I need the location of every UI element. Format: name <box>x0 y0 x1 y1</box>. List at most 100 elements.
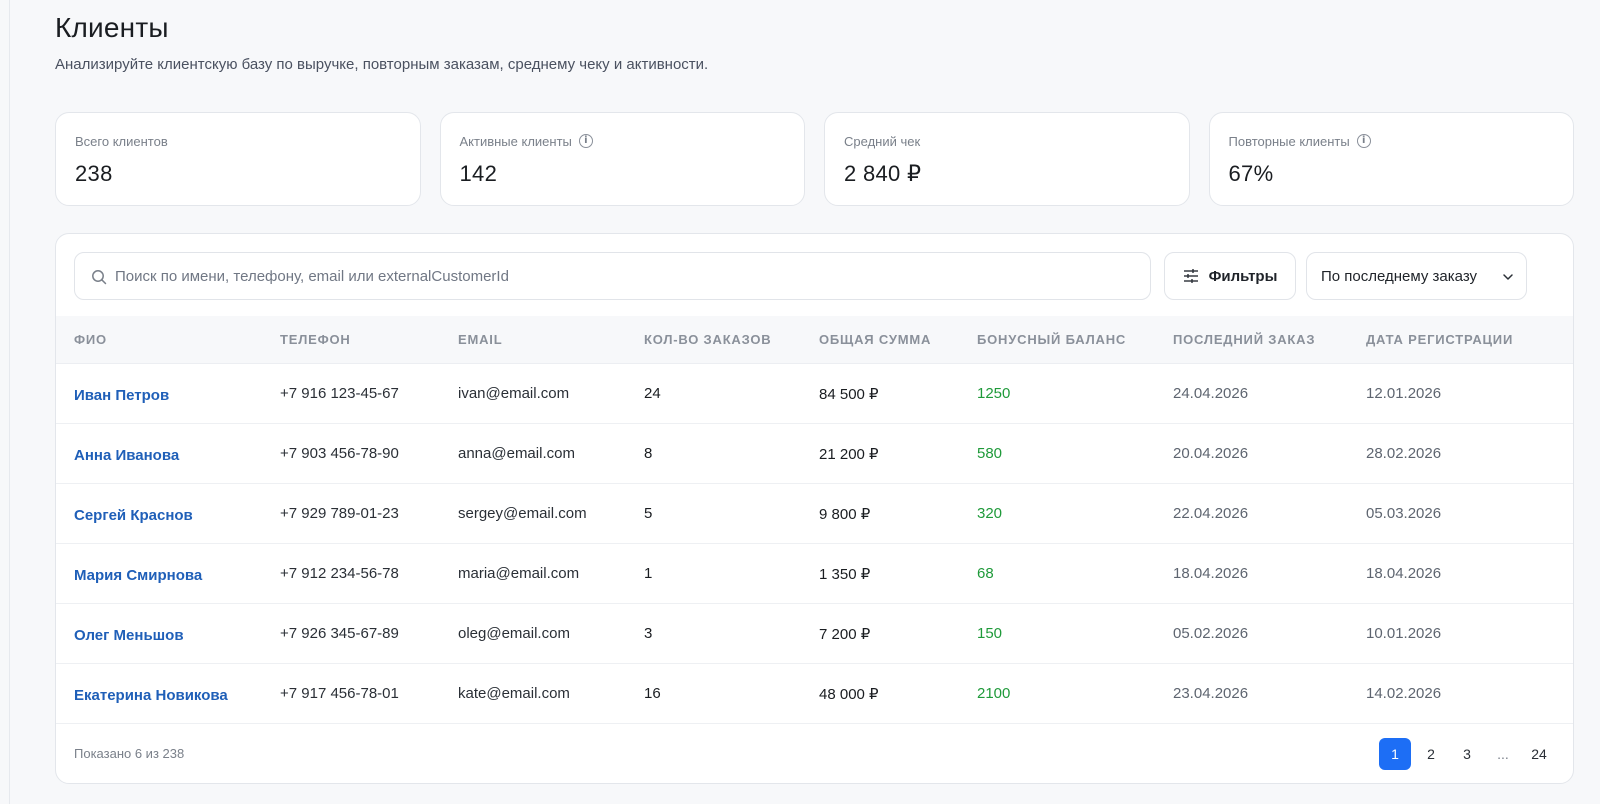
stat-value: 67% <box>1228 161 1274 186</box>
client-phone: +7 917 456-78-01 <box>280 685 399 702</box>
client-orders: 1 <box>644 565 653 582</box>
shown-count: Показано 6 из 238 <box>74 746 185 761</box>
stat-card-total-clients: Всего клиентов 238 <box>55 112 421 206</box>
column-header-registered[interactable]: ДАТА РЕГИСТРАЦИИ <box>1366 332 1514 347</box>
client-name-link[interactable]: Анна Иванова <box>74 447 180 464</box>
client-phone: +7 912 234-56-78 <box>280 565 399 582</box>
client-last-order: 22.04.2026 <box>1173 505 1249 522</box>
column-header-last-order[interactable]: ПОСЛЕДНИЙ ЗАКАЗ <box>1173 332 1316 347</box>
table-header: ФИО ТЕЛЕФОН EMAIL КОЛ-ВО ЗАКАЗОВ ОБЩАЯ С… <box>56 316 1573 364</box>
page-title: Клиенты <box>55 12 169 43</box>
stat-card-average-check: Средний чек 2 840 ₽ <box>824 112 1190 206</box>
client-registered: 10.01.2026 <box>1366 625 1442 642</box>
client-bonus: 68 <box>977 565 994 582</box>
search-icon <box>92 270 107 285</box>
client-total: 21 200 ₽ <box>819 446 879 463</box>
client-phone: +7 929 789-01-23 <box>280 505 399 522</box>
stat-value: 2 840 ₽ <box>844 161 922 186</box>
client-email: kate@email.com <box>458 685 570 702</box>
page-ellipsis: ... <box>1497 746 1509 762</box>
page-button-1[interactable]: 1 <box>1379 738 1411 770</box>
client-registered: 28.02.2026 <box>1366 445 1442 462</box>
client-name-link[interactable]: Иван Петров <box>74 387 170 404</box>
client-registered: 14.02.2026 <box>1366 685 1442 702</box>
client-email: oleg@email.com <box>458 625 570 642</box>
info-icon[interactable]: i <box>1356 134 1371 148</box>
client-bonus: 150 <box>977 625 1003 642</box>
stat-label: Активные клиенты <box>459 133 572 149</box>
table-row[interactable]: Екатерина Новикова +7 917 456-78-01 kate… <box>56 664 1573 724</box>
stats-row: Всего клиентов 238 Активные клиенты i 14… <box>55 112 1574 206</box>
client-orders: 3 <box>644 625 653 642</box>
client-name-link[interactable]: Олег Меньшов <box>74 627 184 644</box>
clients-table-card: Фильтры По последнему заказу ФИО ТЕЛЕФОН… <box>55 233 1574 784</box>
stat-card-repeat-clients: Повторные клиенты i 67% <box>1208 112 1574 206</box>
client-last-order: 23.04.2026 <box>1173 685 1249 702</box>
search-box[interactable] <box>74 252 1151 300</box>
client-bonus: 1250 <box>977 385 1011 402</box>
client-orders: 24 <box>644 385 661 402</box>
left-rail <box>0 0 10 804</box>
filters-label: Фильтры <box>1208 267 1278 285</box>
client-orders: 8 <box>644 445 653 462</box>
client-last-order: 20.04.2026 <box>1173 445 1249 462</box>
client-email: anna@email.com <box>458 445 575 462</box>
client-total: 9 800 ₽ <box>819 506 871 523</box>
stat-label: Средний чек <box>844 133 921 149</box>
client-name-link[interactable]: Мария Смирнова <box>74 567 203 584</box>
page-button-24[interactable]: 24 <box>1531 746 1547 762</box>
client-last-order: 24.04.2026 <box>1173 385 1249 402</box>
info-icon[interactable]: i <box>578 134 593 148</box>
client-total: 1 350 ₽ <box>819 566 871 583</box>
column-header-orders[interactable]: КОЛ-ВО ЗАКАЗОВ <box>644 332 772 347</box>
client-name-link[interactable]: Екатерина Новикова <box>74 687 228 704</box>
client-phone: +7 903 456-78-90 <box>280 445 399 462</box>
client-orders: 16 <box>644 685 661 702</box>
client-registered: 05.03.2026 <box>1366 505 1442 522</box>
column-header-name[interactable]: ФИО <box>74 332 107 347</box>
table-row[interactable]: Мария Смирнова +7 912 234-56-78 maria@em… <box>56 544 1573 604</box>
column-header-phone[interactable]: ТЕЛЕФОН <box>280 332 351 347</box>
stat-value: 142 <box>459 161 498 186</box>
client-orders: 5 <box>644 505 653 522</box>
table-row[interactable]: Олег Меньшов +7 926 345-67-89 oleg@email… <box>56 604 1573 664</box>
stat-label: Всего клиентов <box>75 133 168 149</box>
table-row[interactable]: Иван Петров +7 916 123-45-67 ivan@email.… <box>56 364 1573 424</box>
chevron-down-icon <box>1503 274 1513 280</box>
search-input[interactable] <box>115 253 1135 299</box>
client-total: 48 000 ₽ <box>819 686 879 703</box>
sort-select[interactable]: По последнему заказу <box>1306 252 1527 300</box>
page-button-2[interactable]: 2 <box>1427 746 1435 762</box>
client-registered: 12.01.2026 <box>1366 385 1442 402</box>
column-header-bonus[interactable]: БОНУСНЫЙ БАЛАНС <box>977 332 1127 347</box>
client-email: sergey@email.com <box>458 505 587 522</box>
sort-value: По последнему заказу <box>1321 267 1478 285</box>
column-header-total[interactable]: ОБЩАЯ СУММА <box>819 332 932 347</box>
table-body: Иван Петров +7 916 123-45-67 ivan@email.… <box>56 364 1573 724</box>
client-phone: +7 916 123-45-67 <box>280 385 399 402</box>
client-total: 84 500 ₽ <box>819 386 879 403</box>
page-subtitle: Анализируйте клиентскую базу по выручке,… <box>55 56 709 73</box>
client-name-link[interactable]: Сергей Краснов <box>74 507 193 524</box>
stat-value: 238 <box>75 161 113 186</box>
client-phone: +7 926 345-67-89 <box>280 625 399 642</box>
column-header-email[interactable]: EMAIL <box>458 332 503 347</box>
filters-button[interactable]: Фильтры <box>1164 252 1296 300</box>
client-bonus: 580 <box>977 445 1003 462</box>
client-bonus: 2100 <box>977 685 1011 702</box>
client-last-order: 18.04.2026 <box>1173 565 1249 582</box>
client-total: 7 200 ₽ <box>819 626 871 643</box>
client-registered: 18.04.2026 <box>1366 565 1442 582</box>
client-bonus: 320 <box>977 505 1003 522</box>
stat-label: Повторные клиенты <box>1228 133 1350 149</box>
table-row[interactable]: Сергей Краснов +7 929 789-01-23 sergey@e… <box>56 484 1573 544</box>
pagination: 1 2 3 ... 24 <box>1379 738 1555 770</box>
client-email: ivan@email.com <box>458 385 570 402</box>
page-button-3[interactable]: 3 <box>1463 746 1471 762</box>
table-footer: Показано 6 из 238 1 2 3 ... 24 <box>56 724 1573 783</box>
table-row[interactable]: Анна Иванова +7 903 456-78-90 anna@email… <box>56 424 1573 484</box>
stat-card-active-clients: Активные клиенты i 142 <box>439 112 805 206</box>
table-toolbar: Фильтры По последнему заказу <box>74 252 1557 302</box>
client-email: maria@email.com <box>458 565 580 582</box>
sliders-icon <box>1183 269 1198 283</box>
